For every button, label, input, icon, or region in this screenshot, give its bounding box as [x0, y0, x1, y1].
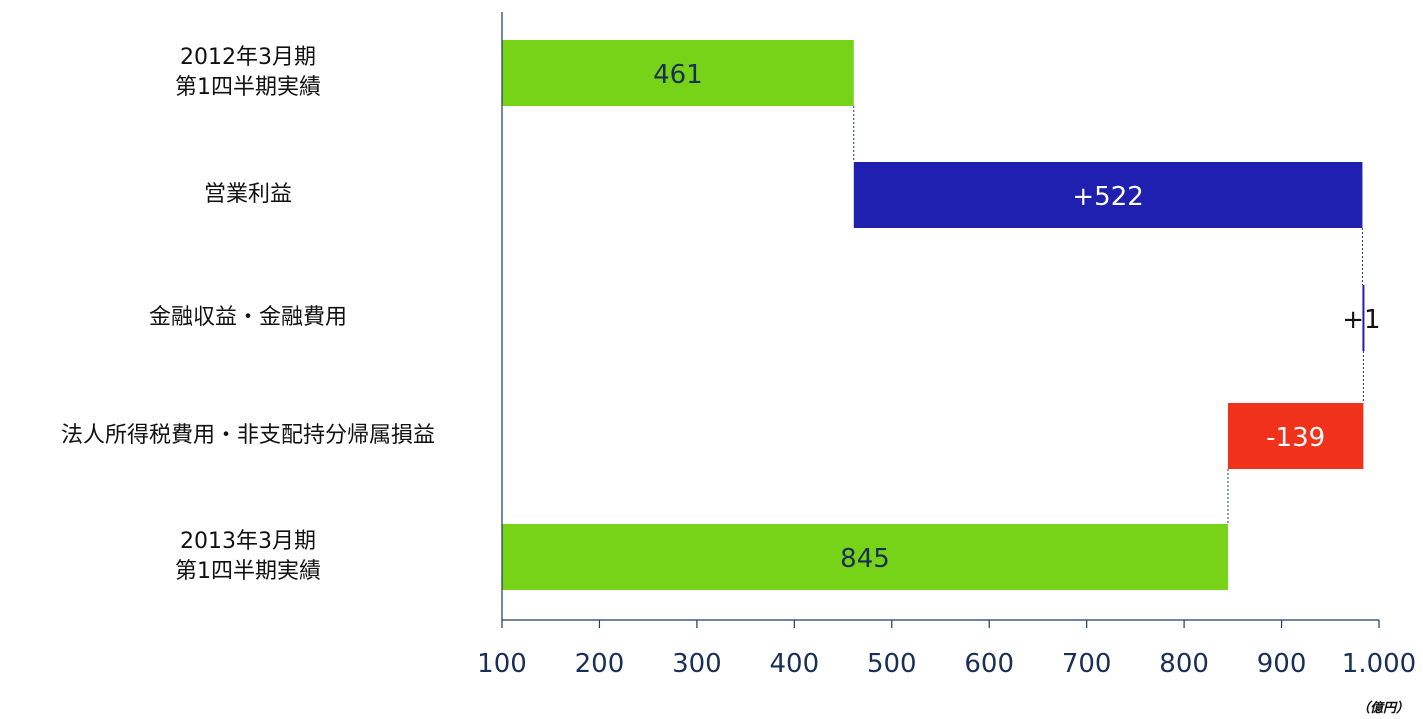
- bar-5: [502, 524, 1228, 590]
- bar-4: [1227, 403, 1364, 469]
- value-label-1: 461: [653, 60, 703, 90]
- x-tick-label: 900: [1257, 649, 1307, 679]
- value-labels: 461 +522 +1 -139 845: [653, 60, 1381, 574]
- x-tick-label: 400: [770, 649, 820, 679]
- x-tick-label: 100: [477, 649, 527, 679]
- axes: 100 200 300 400 500 600 700 800 900 1.000: [477, 12, 1416, 679]
- value-label-5: 845: [840, 544, 890, 574]
- category-label-5: 2013年3月期 第1四半期実績: [175, 529, 321, 584]
- bar-2: [853, 162, 1363, 228]
- x-tick-label: 500: [867, 649, 917, 679]
- bars: [502, 40, 1365, 590]
- bar-1: [502, 40, 854, 106]
- x-tick-label: 600: [964, 649, 1014, 679]
- category-label-1: 2012年3月期 第1四半期実績: [175, 45, 321, 100]
- value-label-2: +522: [1072, 182, 1143, 212]
- category-label-4: 法人所得税費用・非支配持分帰属損益: [60, 423, 435, 448]
- category-label-3: 金融収益・金融費用: [148, 305, 347, 330]
- x-tick-label: 1.000: [1342, 649, 1416, 679]
- unit-label: （億円）: [1356, 701, 1409, 716]
- value-label-4: -139: [1266, 423, 1325, 453]
- x-tick-label: 700: [1062, 649, 1112, 679]
- connector-lines: [853, 106, 1364, 524]
- category-label-2: 営業利益: [203, 182, 292, 207]
- value-label-3: +1: [1342, 305, 1380, 335]
- x-tick-label: 200: [575, 649, 625, 679]
- x-tick-label: 300: [672, 649, 722, 679]
- bar-3: [1362, 285, 1365, 351]
- x-tick-label: 800: [1159, 649, 1209, 679]
